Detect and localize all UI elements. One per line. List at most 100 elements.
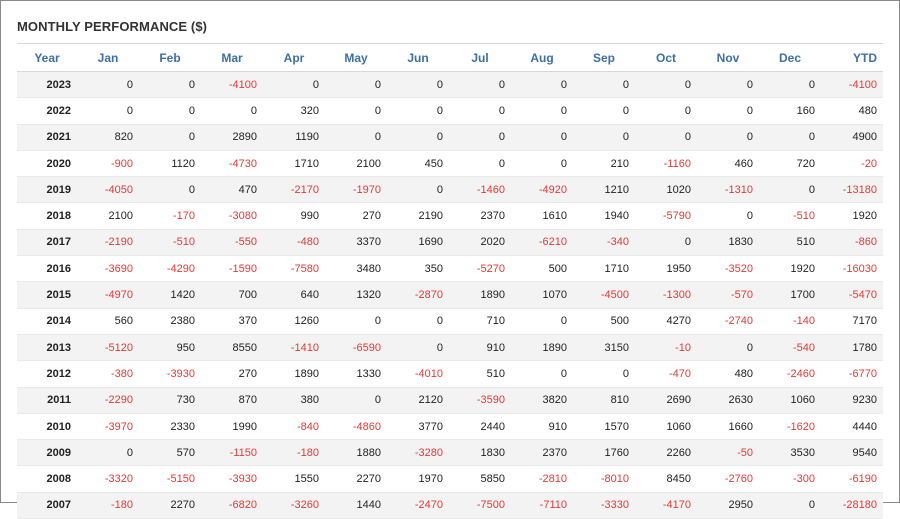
month-cell: 1440	[325, 492, 387, 519]
table-row: 2010 -3970 2330 1990 -840 -4860 3770 2440 910 157…	[17, 413, 883, 441]
month-cell: -2810	[511, 465, 573, 493]
month-cell: 380	[263, 387, 325, 414]
month-cell: 2100	[77, 202, 139, 230]
month-cell: 0	[325, 71, 387, 99]
year-cell: 2015	[17, 281, 77, 309]
month-cell: -1620	[759, 413, 821, 441]
column-header-ytd[interactable]: YTD	[821, 43, 883, 72]
month-cell: 0	[635, 71, 697, 99]
month-cell: 0	[387, 71, 449, 99]
month-cell: 3770	[387, 413, 449, 441]
year-cell: 2011	[17, 387, 77, 414]
month-cell: 470	[201, 176, 263, 204]
ytd-cell: -4100	[821, 71, 883, 99]
month-cell: -2870	[387, 281, 449, 309]
ytd-cell: -16030	[821, 255, 883, 283]
column-header-jun[interactable]: Jun	[387, 43, 449, 72]
ytd-cell: -13180	[821, 176, 883, 204]
month-cell: -3330	[573, 492, 635, 519]
month-cell: 0	[201, 97, 263, 125]
month-cell: 2020	[449, 229, 511, 257]
column-header-dec[interactable]: Dec	[759, 43, 821, 72]
month-cell: 0	[139, 97, 201, 125]
month-cell: 0	[139, 71, 201, 99]
month-cell: -1460	[449, 176, 511, 204]
column-header-sep[interactable]: Sep	[573, 43, 635, 72]
month-cell: 3370	[325, 229, 387, 257]
month-cell: 450	[387, 150, 449, 178]
month-cell: -7110	[511, 492, 573, 519]
month-cell: 810	[573, 387, 635, 414]
month-cell: 0	[697, 124, 759, 151]
month-cell: -2170	[263, 176, 325, 204]
column-header-feb[interactable]: Feb	[139, 43, 201, 72]
month-cell: -6210	[511, 229, 573, 257]
ytd-cell: 7170	[821, 308, 883, 335]
table-row: 2019 -4050 0 470 -2170 -1970 0 -1460 -4920 1210 10…	[17, 176, 883, 204]
ytd-cell: 480	[821, 97, 883, 125]
month-cell: -5120	[77, 334, 139, 362]
month-cell: 910	[511, 413, 573, 441]
column-header-may[interactable]: May	[325, 43, 387, 72]
column-header-aug[interactable]: Aug	[511, 43, 573, 72]
month-cell: 0	[573, 124, 635, 151]
ytd-cell: -5470	[821, 281, 883, 309]
month-cell: 1020	[635, 176, 697, 204]
month-cell: 0	[635, 97, 697, 125]
column-header-jul[interactable]: Jul	[449, 43, 511, 72]
month-cell: 1060	[759, 387, 821, 414]
month-cell: 870	[201, 387, 263, 414]
column-header-jan[interactable]: Jan	[77, 43, 139, 72]
year-cell: 2014	[17, 308, 77, 335]
ytd-cell: 4900	[821, 124, 883, 151]
column-header-apr[interactable]: Apr	[263, 43, 325, 72]
month-cell: 910	[449, 334, 511, 362]
month-cell: -3930	[201, 465, 263, 493]
month-cell: 0	[759, 71, 821, 99]
month-cell: -510	[139, 229, 201, 257]
month-cell: 2370	[449, 202, 511, 230]
table-body: 2023 0 0 -4100 0 0 0 0 0 0 0 0 0 -4100 2022 0 0 0 320 0 0 0 0 0…	[17, 71, 883, 519]
month-cell: 210	[573, 150, 635, 178]
month-cell: 2330	[139, 413, 201, 441]
month-cell: 1880	[325, 439, 387, 467]
month-cell: -2760	[697, 465, 759, 493]
table-row: 2018 2100 -170 -3080 990 270 2190 2370 1610 1940-…	[17, 202, 883, 230]
year-cell: 2019	[17, 176, 77, 204]
column-header-year[interactable]: Year	[17, 43, 77, 72]
month-cell: 0	[387, 308, 449, 335]
month-cell: 1920	[759, 255, 821, 283]
month-cell: 5850	[449, 465, 511, 493]
year-cell: 2020	[17, 150, 77, 178]
month-cell: 2630	[697, 387, 759, 414]
month-cell: -5150	[139, 465, 201, 493]
month-cell: 270	[201, 360, 263, 388]
month-cell: -2460	[759, 360, 821, 388]
month-cell: 500	[511, 255, 573, 283]
month-cell: -570	[697, 281, 759, 309]
month-cell: 1830	[697, 229, 759, 257]
ytd-cell: -6770	[821, 360, 883, 388]
month-cell: 480	[697, 360, 759, 388]
month-cell: 8450	[635, 465, 697, 493]
month-cell: 2260	[635, 439, 697, 467]
month-cell: -6590	[325, 334, 387, 362]
month-cell: -4920	[511, 176, 573, 204]
month-cell: -3690	[77, 255, 139, 283]
month-cell: 1710	[263, 150, 325, 178]
month-cell: 2100	[325, 150, 387, 178]
monthly-performance-table: Year Jan Feb Mar Apr May Jun Jul Aug Sep Oct Nov Dec…	[17, 43, 883, 519]
column-header-mar[interactable]: Mar	[201, 43, 263, 72]
month-cell: -300	[759, 465, 821, 493]
table-row: 2017 -2190 -510 -550 -480 3370 1690 2020 -6210 -3…	[17, 229, 883, 257]
panel-title: MONTHLY PERFORMANCE ($)	[17, 19, 208, 34]
month-cell: -3080	[201, 202, 263, 230]
month-cell: -1410	[263, 334, 325, 362]
column-header-nov[interactable]: Nov	[697, 43, 759, 72]
month-cell: -2190	[77, 229, 139, 257]
month-cell: 1950	[635, 255, 697, 283]
month-cell: -50	[697, 439, 759, 467]
month-cell: -180	[77, 492, 139, 519]
column-header-oct[interactable]: Oct	[635, 43, 697, 72]
month-cell: -2470	[387, 492, 449, 519]
